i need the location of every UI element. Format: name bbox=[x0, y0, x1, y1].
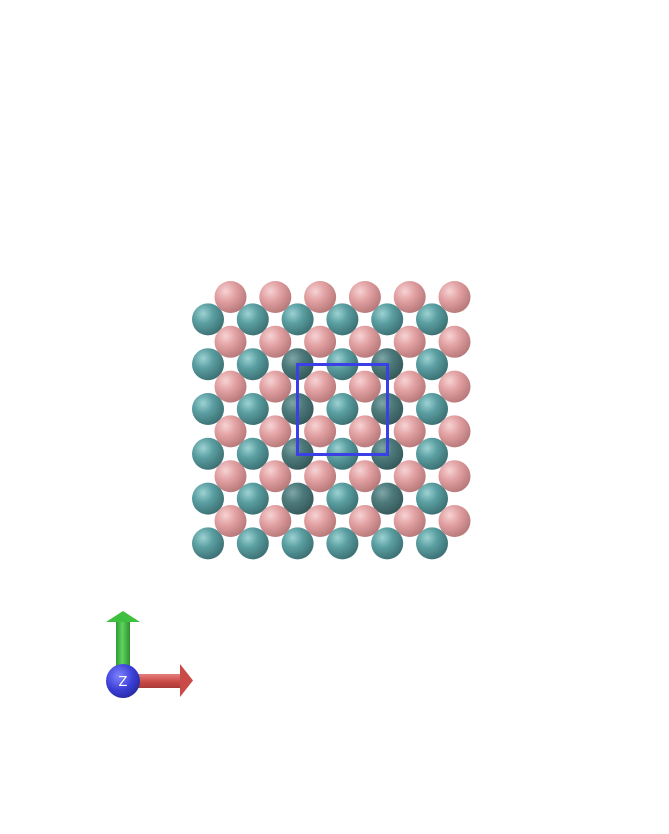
teal-atom bbox=[416, 482, 448, 515]
pink-atom bbox=[438, 415, 471, 448]
pink-atom bbox=[304, 281, 337, 313]
teal-atom bbox=[281, 482, 314, 515]
pink-atom bbox=[438, 460, 471, 493]
pink-atom bbox=[214, 325, 247, 358]
pink-atom bbox=[214, 505, 247, 537]
pink-atom bbox=[214, 281, 247, 313]
pink-atom bbox=[393, 370, 426, 403]
teal-atom bbox=[371, 482, 404, 515]
teal-atom bbox=[326, 527, 359, 560]
teal-atom bbox=[192, 303, 224, 336]
pink-atom bbox=[438, 325, 471, 358]
pink-atom bbox=[348, 325, 381, 358]
teal-atom bbox=[326, 393, 359, 425]
x-axis-arrow bbox=[128, 664, 193, 697]
teal-atom bbox=[371, 303, 404, 336]
teal-atom bbox=[192, 393, 224, 425]
pink-atom bbox=[348, 370, 381, 403]
pink-atom bbox=[259, 325, 292, 358]
pink-atom bbox=[393, 415, 426, 448]
teal-atom bbox=[192, 482, 224, 515]
unit-cell-box bbox=[296, 363, 389, 456]
pink-atom bbox=[304, 325, 337, 358]
teal-atom bbox=[236, 437, 269, 470]
pink-atom bbox=[259, 460, 292, 493]
teal-atom bbox=[326, 482, 359, 515]
pink-atom bbox=[259, 505, 292, 537]
teal-atom bbox=[192, 437, 224, 470]
teal-atom bbox=[416, 527, 448, 560]
z-axis-label: Z bbox=[119, 675, 128, 690]
teal-atom bbox=[281, 527, 314, 560]
teal-atom bbox=[236, 303, 269, 336]
teal-atom bbox=[281, 303, 314, 336]
pink-atom bbox=[259, 415, 292, 448]
teal-atom bbox=[416, 393, 448, 425]
pink-atom bbox=[304, 460, 337, 493]
pink-atom bbox=[438, 370, 471, 403]
pink-atom bbox=[259, 370, 292, 403]
teal-atom bbox=[326, 303, 359, 336]
z-axis-sphere bbox=[106, 664, 140, 698]
pink-atom bbox=[304, 415, 337, 448]
teal-atom bbox=[416, 348, 448, 381]
teal-atom bbox=[416, 303, 448, 336]
teal-atom bbox=[416, 437, 448, 470]
pink-atom bbox=[348, 281, 381, 313]
pink-atom bbox=[393, 460, 426, 493]
pink-atom bbox=[348, 505, 381, 537]
pink-atom bbox=[304, 370, 337, 403]
pink-atom bbox=[214, 370, 247, 403]
teal-atom bbox=[236, 527, 269, 560]
pink-atom bbox=[304, 505, 337, 537]
atom-lattice bbox=[192, 281, 471, 560]
pink-atom bbox=[393, 505, 426, 537]
pink-atom bbox=[214, 460, 247, 493]
pink-atom bbox=[348, 460, 381, 493]
pink-atom bbox=[348, 415, 381, 448]
pink-atom bbox=[259, 281, 292, 313]
y-axis-arrow bbox=[106, 611, 140, 678]
teal-atom bbox=[236, 482, 269, 515]
pink-atom bbox=[393, 325, 426, 358]
pink-atom bbox=[438, 505, 471, 537]
teal-atom bbox=[192, 348, 224, 381]
pink-atom bbox=[438, 281, 471, 313]
axes-gizmo: Z bbox=[106, 611, 193, 698]
pink-atom bbox=[393, 281, 426, 313]
pink-atom bbox=[214, 415, 247, 448]
teal-atom bbox=[371, 527, 404, 560]
teal-atom bbox=[236, 348, 269, 381]
teal-atom bbox=[236, 393, 269, 425]
teal-atom bbox=[192, 527, 224, 560]
